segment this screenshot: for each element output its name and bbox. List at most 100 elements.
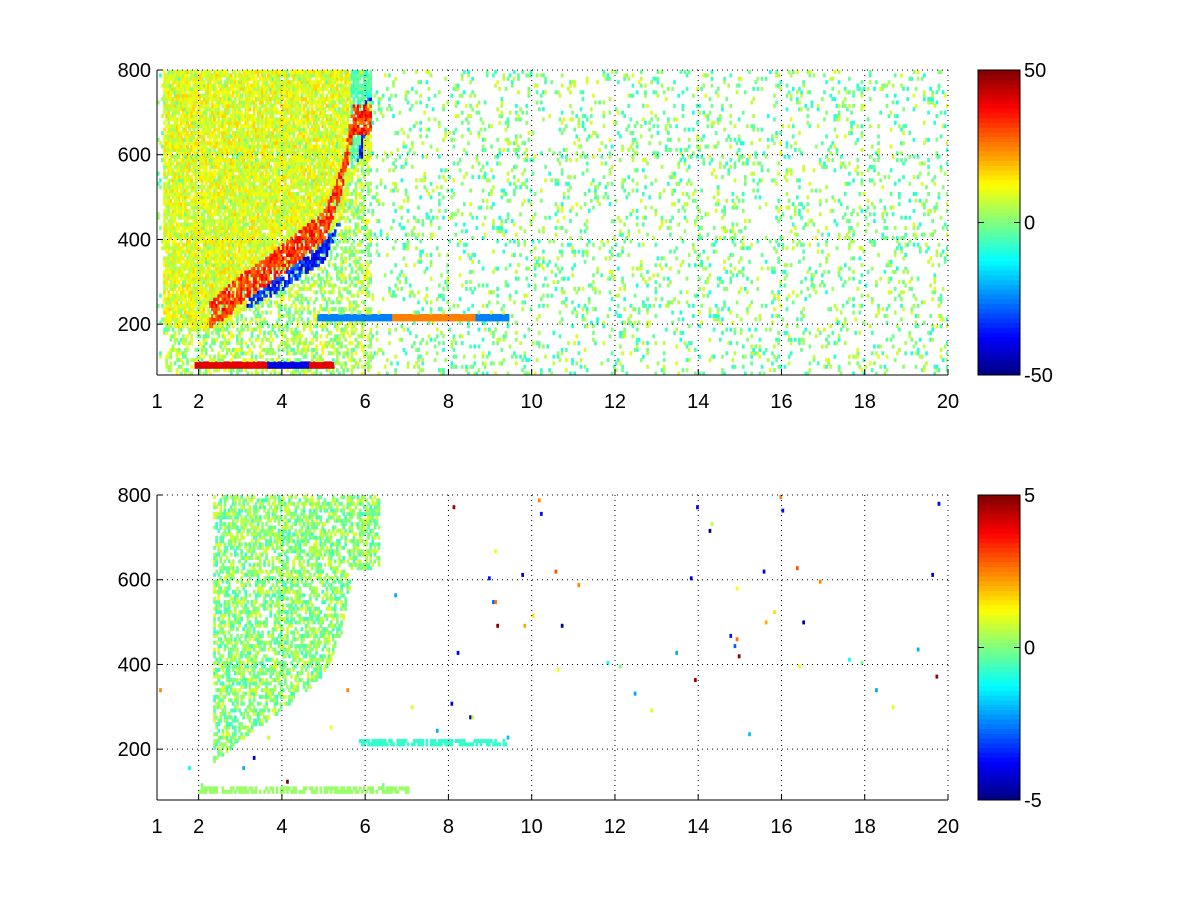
heatmap-cell [236,161,239,166]
heatmap-cell [188,151,191,156]
heatmap-cell [177,256,181,261]
heatmap-cell [225,151,229,156]
heatmap-cell [263,232,266,237]
heatmap-cell [225,117,229,122]
heatmap-cell [173,320,177,325]
heatmap-cell [215,141,218,146]
heatmap-cell [236,371,239,375]
heatmap-cell [202,192,206,196]
heatmap-cell [202,280,206,285]
heatmap-cell [179,124,183,129]
heatmap-cell [244,253,248,257]
heatmap-cell [186,259,189,264]
heatmap-cell [217,297,221,302]
heatmap-cell [254,208,258,213]
heatmap-cell [223,300,227,305]
heatmap-cell [246,364,250,369]
heatmap-cell [190,358,193,363]
heatmap-cell [161,303,164,308]
heatmap-cell [238,147,241,152]
heatmap-cell [227,232,231,237]
heatmap-cell [211,358,214,363]
heatmap-cell [221,205,225,210]
heatmap-cell [217,290,221,295]
heatmap-cell [227,337,231,342]
heatmap-cell [215,195,218,200]
heatmap-cell [244,324,248,329]
heatmap-cell [182,276,185,281]
heatmap-cell [182,222,185,227]
heatmap-cell [186,195,189,200]
heatmap-cell [177,110,181,115]
heatmap-cell [188,242,191,247]
heatmap-cell [211,175,214,180]
heatmap-cell [236,242,239,247]
heatmap-cell [227,73,231,78]
heatmap-cell [221,198,225,203]
heatmap-cell [202,93,206,98]
heatmap-cell [167,290,171,295]
heatmap-cell [221,364,225,369]
heatmap-cell [192,134,196,139]
heatmap-cell [252,269,256,274]
heatmap-cell [240,178,243,183]
heatmap-cell [238,151,241,156]
heatmap-cell [254,293,258,298]
heatmap-cell [227,192,231,196]
heatmap-cell [236,297,239,302]
heatmap-cell [246,158,250,163]
heatmap-cell [209,324,212,329]
heatmap-cell [173,181,177,186]
heatmap-cell [225,110,229,115]
heatmap-cell [213,283,216,288]
heatmap-cell [227,110,231,115]
heatmap-cell [192,310,196,315]
heatmap-cell [188,269,191,274]
heatmap-cell [225,303,229,308]
heatmap-cell [186,97,189,102]
heatmap-cell [196,280,200,285]
heatmap-cell [219,317,223,322]
heatmap-cell [238,192,241,196]
heatmap-cell [238,273,241,278]
heatmap-cell [217,158,221,163]
heatmap-cell [254,253,258,257]
heatmap-cell [225,188,229,193]
heatmap-cell [244,76,248,81]
heatmap-cell [217,293,221,298]
heatmap-cell [198,249,202,254]
heatmap-cell [256,297,260,302]
heatmap-cell [217,76,221,81]
heatmap-cell [171,283,175,288]
heatmap-cell [240,168,243,173]
heatmap-cell [196,202,200,207]
heatmap-cell [234,175,237,180]
heatmap-cell [221,90,225,95]
heatmap-cell [250,317,254,322]
heatmap-cell [246,276,250,281]
heatmap-cell [219,131,223,135]
heatmap-cell [196,195,200,200]
heatmap-cell [173,192,177,196]
heatmap-cell [163,259,166,264]
heatmap-cell [196,232,200,237]
heatmap-cell [175,171,179,176]
heatmap-cell [211,283,214,288]
heatmap-cell [204,195,208,200]
heatmap-cell [213,263,216,268]
heatmap-cell [248,188,252,193]
heatmap-cell [215,290,218,295]
heatmap-cell [204,337,208,342]
heatmap-cell [211,347,214,352]
heatmap-cell [211,205,214,210]
heatmap-cell [207,293,210,298]
heatmap-cell [304,354,308,359]
heatmap-cell [175,76,179,81]
heatmap-cell [194,181,198,186]
heatmap-cell [254,175,258,180]
heatmap-cell [177,280,181,285]
heatmap-cell [163,110,166,115]
heatmap-cell [204,192,208,196]
heatmap-cell [225,307,229,312]
